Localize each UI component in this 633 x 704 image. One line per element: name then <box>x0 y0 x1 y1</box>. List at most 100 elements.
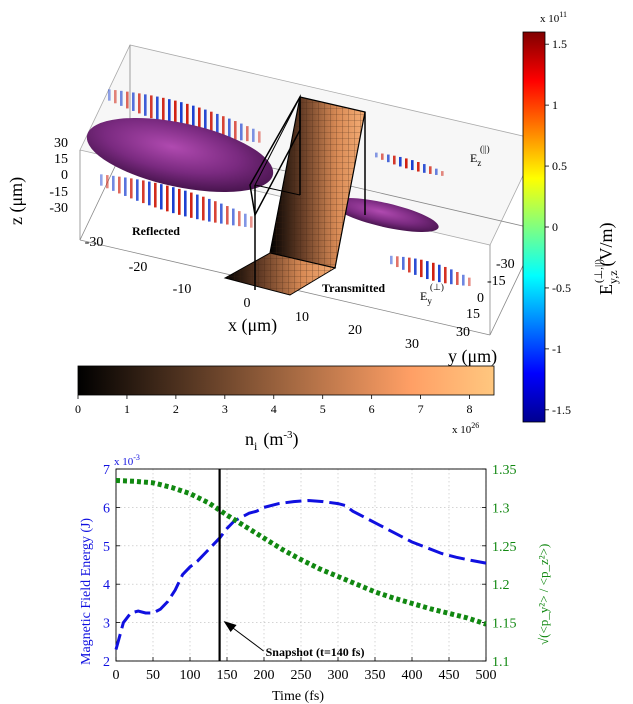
time-tick-label: 350 <box>365 668 386 683</box>
z-tick-label: 0 <box>61 168 68 183</box>
left-tick-label: 4 <box>103 578 110 593</box>
left-tick-label: 5 <box>103 540 110 555</box>
x-tick-label: 30 <box>405 337 419 352</box>
snapshot-annotation: Snapshot (t=140 fs) <box>223 621 364 659</box>
y-tick-label: 15 <box>466 307 480 322</box>
magnetic-energy-line <box>114 498 487 650</box>
time-tick-label: 50 <box>146 668 160 683</box>
x-axis-label: x (μm) <box>228 315 277 336</box>
field-stripe <box>375 152 378 158</box>
density-tick-label: 2 <box>173 402 179 416</box>
field-stripe <box>258 131 261 143</box>
field-stripe <box>210 111 213 136</box>
field-stripe <box>420 259 423 278</box>
density-tick-label: 0 <box>75 402 81 416</box>
field-stripe <box>462 274 465 286</box>
field-stripe <box>250 216 253 228</box>
left-axis-exponent: x 10-3 <box>114 453 140 468</box>
field-stripe <box>381 153 384 160</box>
svg-text:(||): (||) <box>480 144 490 154</box>
field-stripe <box>399 156 402 167</box>
field-stripe <box>220 203 223 224</box>
field-stripe <box>238 211 241 227</box>
time-axis-label: Time (fs) <box>272 689 324 704</box>
density-tick-label: 7 <box>418 402 424 416</box>
field-stripe <box>124 177 127 196</box>
target-slab <box>223 94 366 296</box>
x-tick-label: 10 <box>295 310 309 325</box>
field-stripe <box>162 97 165 123</box>
snapshot-arrow <box>231 626 264 652</box>
field-stripe <box>252 128 255 142</box>
field-stripe <box>186 103 189 130</box>
field-stripes <box>100 89 471 287</box>
field-tick-label: 0.5 <box>552 159 567 173</box>
field-stripe <box>190 192 193 218</box>
field-stripe <box>106 175 109 189</box>
field-tick-label: -0.5 <box>552 281 571 295</box>
field-stripe <box>172 187 175 214</box>
field-stripe <box>435 168 438 175</box>
right-tick-label: 1.25 <box>492 540 517 555</box>
field-stripe <box>396 256 399 268</box>
field-stripe <box>411 160 414 171</box>
field-stripe <box>100 174 103 186</box>
right-tick-label: 1.35 <box>492 463 517 478</box>
y-tick-label: -15 <box>487 274 506 289</box>
field-tick-label: 1.5 <box>552 37 567 51</box>
field-stripe <box>468 277 471 287</box>
field-colorbar-ticks: 1.5 1 0.5 0 -0.5 -1 -1.5 <box>545 37 571 417</box>
field-stripe <box>232 208 235 226</box>
field-stripe <box>204 109 207 135</box>
field-tick-label: 0 <box>552 220 558 234</box>
time-tick-label: 150 <box>217 668 238 683</box>
field-stripe <box>387 154 390 163</box>
field-stripe <box>144 94 147 116</box>
time-tick-label: 0 <box>113 668 120 683</box>
density-colorbar-label: ni (m-3) <box>245 429 299 453</box>
field-stripe <box>174 100 177 127</box>
field-stripe <box>429 166 432 174</box>
x-tick-label: -30 <box>85 235 104 250</box>
field-stripe <box>154 182 157 208</box>
reflected-label: Reflected <box>132 224 180 238</box>
field-tick-label: 1 <box>552 98 558 112</box>
field-stripe <box>426 261 429 280</box>
field-stripe <box>432 262 435 281</box>
svg-text:Ez: Ez <box>470 151 481 168</box>
y-tick-label: 0 <box>477 291 484 306</box>
right-tick-label: 1.15 <box>492 617 517 632</box>
left-tick-label: 6 <box>103 501 110 516</box>
svg-text:Ey: Ey <box>420 289 432 306</box>
field-stripe <box>120 90 123 106</box>
time-tick-label: 450 <box>439 668 460 683</box>
x-tick-label: 0 <box>244 296 251 311</box>
field-stripe <box>202 196 205 221</box>
left-axis-label: Magnetic Field Energy (J) <box>79 518 94 665</box>
transmitted-ion-density-blob <box>331 197 439 233</box>
3d-plot: Reflected Transmitted Ez (||) Ey (⊥) 301… <box>6 44 541 367</box>
field-stripe <box>142 180 145 204</box>
field-stripe <box>441 171 444 176</box>
y-tick-label: 30 <box>456 325 470 340</box>
density-tick-label: 8 <box>467 402 473 416</box>
field-colorbar: 1.5 1 0.5 0 -0.5 -1 -1.5 x 1011 Ey,z(V/m) (⊥,|… <box>522 10 620 423</box>
density-tick-label: 5 <box>320 402 326 416</box>
density-colorbar: 0 1 2 3 4 5 6 7 8 x 1026 ni (m-3) <box>75 365 495 453</box>
field-tick-label: -1 <box>552 342 562 356</box>
field-stripe <box>414 258 417 275</box>
field-colorbar-gradient <box>522 31 546 423</box>
transmitted-label: Transmitted <box>322 281 385 295</box>
z-tick-label: 30 <box>54 136 68 151</box>
line-chart: 2 3 4 5 6 7 1.1 1.15 1.2 1.25 1.3 1.35 0 50 100 150 20… <box>79 453 551 704</box>
field-stripe <box>198 107 201 133</box>
density-tick-label: 3 <box>222 402 228 416</box>
time-tick-label: 100 <box>180 668 201 683</box>
field-tick-label: -1.5 <box>552 403 571 417</box>
field-stripe <box>246 126 249 142</box>
field-stripe <box>222 116 225 138</box>
density-tick-label: 6 <box>369 402 375 416</box>
ey-perp-label: Ey (⊥) <box>420 282 444 306</box>
